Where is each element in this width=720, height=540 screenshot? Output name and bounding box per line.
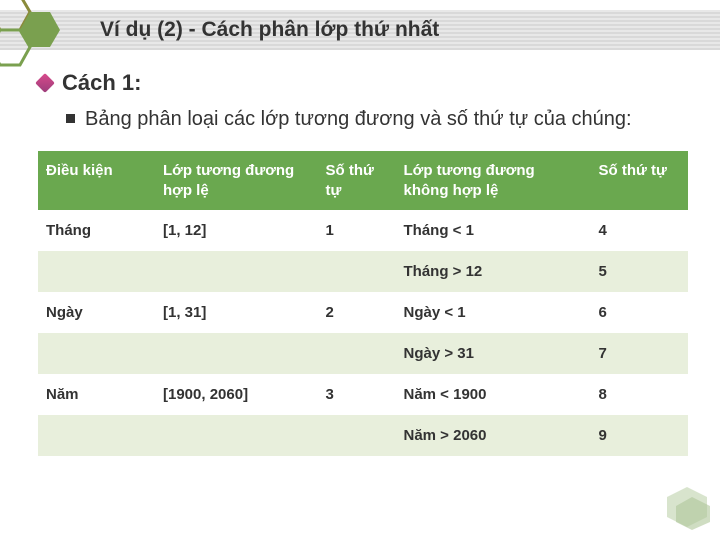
cell: 3 (318, 374, 396, 415)
hex-decoration-icon (0, 0, 90, 80)
cell: 5 (591, 251, 689, 292)
table-row: Năm [1900, 2060] 3 Năm < 1900 8 (38, 374, 688, 415)
cell (318, 333, 396, 374)
cell: 1 (318, 210, 396, 251)
col-header-3: Lớp tương đương không hợp lệ (396, 151, 591, 210)
cell (38, 333, 155, 374)
page-title: Ví dụ (2) - Cách phân lớp thứ nhất (100, 18, 439, 42)
table-header-row: Điều kiện Lớp tương đương hợp lệ Số thứ … (38, 151, 688, 210)
col-header-0: Điều kiện (38, 151, 155, 210)
cell: Năm < 1900 (396, 374, 591, 415)
table-row: Ngày [1, 31] 2 Ngày < 1 6 (38, 292, 688, 333)
description-text: Bảng phân loại các lớp tương đương và số… (85, 106, 632, 133)
cell: 8 (591, 374, 689, 415)
corner-decoration-icon (662, 482, 712, 532)
cell: Ngày > 31 (396, 333, 591, 374)
cell: Tháng > 12 (396, 251, 591, 292)
cell: 6 (591, 292, 689, 333)
col-header-4: Số thứ tự (591, 151, 689, 210)
cell (155, 333, 318, 374)
cell: Năm (38, 374, 155, 415)
cell: Ngày (38, 292, 155, 333)
table-body: Tháng [1, 12] 1 Tháng < 1 4 Tháng > 12 5… (38, 210, 688, 456)
cell: 9 (591, 415, 689, 456)
cell: 4 (591, 210, 689, 251)
table-row: Tháng > 12 5 (38, 251, 688, 292)
subtitle-row: Cách 1: (38, 70, 688, 96)
cell: [1, 31] (155, 292, 318, 333)
cell: [1, 12] (155, 210, 318, 251)
content-area: Cách 1: Bảng phân loại các lớp tương đươ… (38, 70, 688, 456)
cell: Tháng < 1 (396, 210, 591, 251)
cell: Năm > 2060 (396, 415, 591, 456)
cell (38, 415, 155, 456)
col-header-1: Lớp tương đương hợp lệ (155, 151, 318, 210)
table-row: Ngày > 31 7 (38, 333, 688, 374)
col-header-2: Số thứ tự (318, 151, 396, 210)
cell: Tháng (38, 210, 155, 251)
cell: Ngày < 1 (396, 292, 591, 333)
description-row: Bảng phân loại các lớp tương đương và số… (66, 106, 688, 133)
cell: [1900, 2060] (155, 374, 318, 415)
cell (38, 251, 155, 292)
square-bullet-icon (66, 114, 75, 123)
cell (155, 251, 318, 292)
table-row: Tháng [1, 12] 1 Tháng < 1 4 (38, 210, 688, 251)
title-bar: Ví dụ (2) - Cách phân lớp thứ nhất (0, 10, 720, 50)
table-row: Năm > 2060 9 (38, 415, 688, 456)
cell (318, 251, 396, 292)
cell: 7 (591, 333, 689, 374)
cell: 2 (318, 292, 396, 333)
cell (155, 415, 318, 456)
cell (318, 415, 396, 456)
classification-table: Điều kiện Lớp tương đương hợp lệ Số thứ … (38, 151, 688, 456)
